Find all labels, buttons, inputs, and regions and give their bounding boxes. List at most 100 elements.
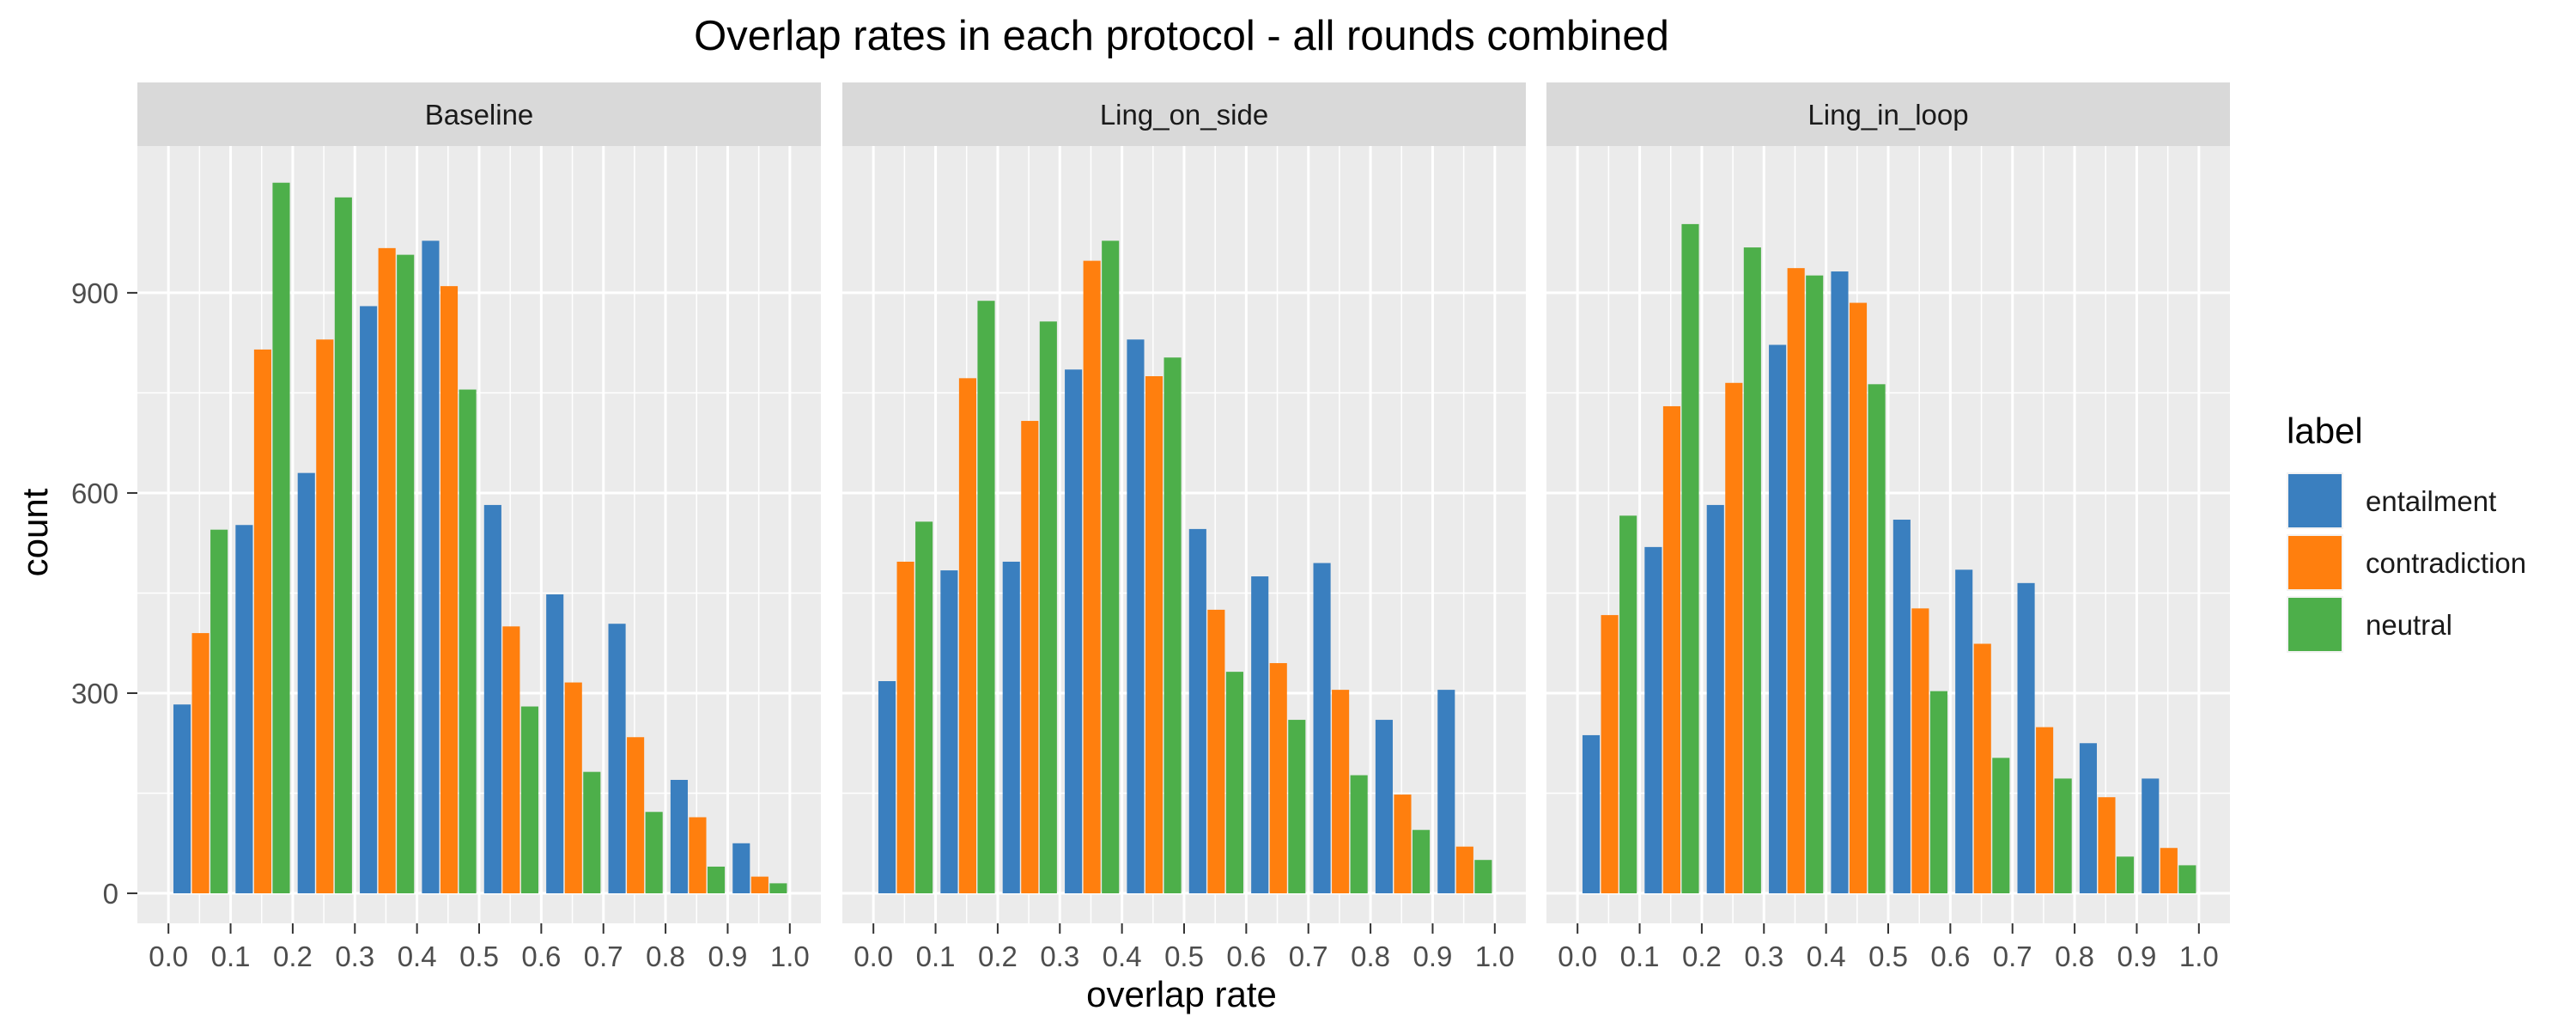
bar-neutral bbox=[272, 182, 290, 894]
bar-entailment bbox=[1831, 271, 1849, 894]
facet-panels: Baseline 0.0 0.1 0.2 0.3 0.4 0.5 0.6 0.7 0.8 0.9 1.… bbox=[71, 82, 2230, 972]
x-tick-label: 0.2 bbox=[273, 941, 313, 972]
facet-strip bbox=[137, 82, 821, 146]
bar-neutral bbox=[1163, 357, 1182, 894]
bar-neutral bbox=[769, 883, 787, 894]
bar-contradiction bbox=[502, 626, 520, 894]
bar-contradiction bbox=[378, 247, 396, 894]
bar-neutral bbox=[645, 812, 663, 894]
bar-contradiction bbox=[316, 339, 334, 894]
bar-contradiction bbox=[1601, 615, 1619, 894]
bar-contradiction bbox=[1083, 260, 1101, 894]
bar-entailment bbox=[1065, 369, 1083, 894]
legend-label-entailment: entailment bbox=[2366, 485, 2496, 517]
bar-neutral bbox=[1288, 720, 1306, 894]
legend-key-entailment bbox=[2288, 474, 2342, 527]
x-axis-title: overlap rate bbox=[1086, 974, 1277, 1014]
bar-entailment bbox=[1769, 344, 1787, 894]
x-tick-label: 0.0 bbox=[854, 941, 893, 972]
x-tick-label: 0.2 bbox=[1682, 941, 1722, 972]
x-tick-label: 0.5 bbox=[459, 941, 499, 972]
y-axis-title: count bbox=[15, 488, 55, 576]
bar-neutral bbox=[1102, 240, 1120, 894]
x-tick-label: 1.0 bbox=[2179, 941, 2219, 972]
bar-contradiction bbox=[1911, 608, 1929, 894]
bar-neutral bbox=[520, 706, 538, 894]
bar-contradiction bbox=[896, 561, 914, 894]
x-tick-label: 0.4 bbox=[398, 941, 437, 972]
facet-strip-label: Ling_on_side bbox=[1100, 99, 1268, 131]
bar-neutral bbox=[397, 254, 415, 894]
x-tick-label: 1.0 bbox=[1475, 941, 1515, 972]
bar-entailment bbox=[235, 525, 253, 894]
bar-contradiction bbox=[1455, 846, 1473, 894]
bar-entailment bbox=[1127, 339, 1145, 894]
bar-neutral bbox=[1806, 275, 1824, 894]
bar-contradiction bbox=[1662, 405, 1680, 894]
x-tick-label: 0.1 bbox=[1620, 941, 1660, 972]
legend-label-neutral: neutral bbox=[2366, 609, 2452, 641]
bar-contradiction bbox=[689, 817, 707, 894]
bar-entailment bbox=[1706, 504, 1724, 894]
bar-entailment bbox=[1644, 546, 1662, 894]
x-tick-label: 0.3 bbox=[1744, 941, 1783, 972]
bar-entailment bbox=[1251, 576, 1269, 894]
bar-neutral bbox=[459, 389, 477, 894]
x-tick-label: 0.5 bbox=[1164, 941, 1204, 972]
x-tick-label: 0.8 bbox=[646, 941, 685, 972]
bar-contradiction bbox=[1332, 690, 1350, 894]
legend-key-neutral bbox=[2288, 598, 2342, 651]
facet-panel-0: Baseline 0.0 0.1 0.2 0.3 0.4 0.5 0.6 0.7 0.8 0.9 1.… bbox=[71, 82, 821, 972]
bar-contradiction bbox=[2160, 848, 2178, 894]
bar-neutral bbox=[2178, 865, 2196, 894]
bar-neutral bbox=[707, 866, 726, 894]
bar-entailment bbox=[1582, 734, 1601, 894]
bar-neutral bbox=[2054, 778, 2072, 894]
bar-neutral bbox=[2116, 856, 2135, 894]
x-tick-label: 0.1 bbox=[916, 941, 956, 972]
bar-entailment bbox=[2017, 582, 2035, 894]
bar-neutral bbox=[1619, 515, 1637, 894]
legend: label entailment contradiction neutral bbox=[2287, 411, 2526, 653]
bar-neutral bbox=[1039, 321, 1057, 894]
x-tick-label: 0.6 bbox=[1930, 941, 1970, 972]
bar-contradiction bbox=[627, 737, 645, 894]
bar-entailment bbox=[483, 504, 501, 894]
bar-contradiction bbox=[564, 682, 582, 894]
facet-strip bbox=[842, 82, 1526, 146]
bar-neutral bbox=[1412, 830, 1431, 894]
bar-neutral bbox=[977, 301, 995, 894]
bar-entailment bbox=[546, 594, 564, 894]
y-tick-label: 600 bbox=[71, 478, 118, 509]
x-tick-label: 0.9 bbox=[708, 941, 748, 972]
x-tick-label: 0.1 bbox=[211, 941, 251, 972]
bar-entailment bbox=[1893, 520, 1911, 894]
bar-contradiction bbox=[750, 876, 769, 894]
bar-neutral bbox=[1225, 672, 1243, 894]
bar-neutral bbox=[1681, 223, 1699, 894]
bar-neutral bbox=[1868, 384, 1886, 894]
bar-contradiction bbox=[440, 286, 459, 894]
x-tick-label: 0.3 bbox=[335, 941, 374, 972]
bar-contradiction bbox=[191, 633, 210, 894]
x-tick-label: 0.6 bbox=[1226, 941, 1266, 972]
bar-neutral bbox=[210, 529, 228, 894]
x-tick-label: 0.7 bbox=[1289, 941, 1328, 972]
facet-panel-2: Ling_in_loop 0.0 0.1 0.2 0.3 0.4 0.5 0.6 0.7 0.8 0… bbox=[1546, 82, 2230, 972]
legend-label-contradiction: contradiction bbox=[2366, 547, 2526, 579]
x-tick-label: 0.7 bbox=[1993, 941, 2032, 972]
bar-neutral bbox=[583, 771, 601, 894]
bar-entailment bbox=[360, 306, 378, 894]
bar-contradiction bbox=[1207, 609, 1225, 894]
bar-entailment bbox=[422, 240, 440, 894]
bar-entailment bbox=[1955, 569, 1973, 894]
bar-entailment bbox=[1437, 690, 1455, 894]
bar-contradiction bbox=[1787, 268, 1805, 894]
bar-entailment bbox=[297, 472, 315, 894]
bar-entailment bbox=[670, 779, 688, 894]
bar-entailment bbox=[878, 681, 896, 894]
x-tick-label: 0.0 bbox=[1558, 941, 1597, 972]
bar-neutral bbox=[1474, 860, 1492, 894]
bar-neutral bbox=[1929, 691, 1947, 894]
